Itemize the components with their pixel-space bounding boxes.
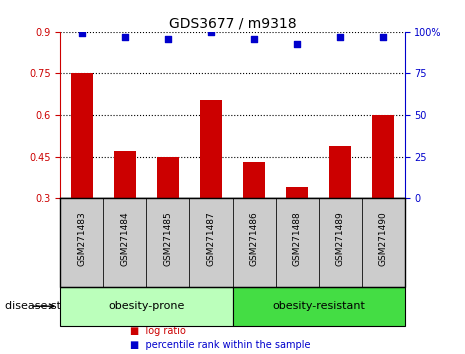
Point: [78, 30, 86, 35]
Title: GDS3677 / m9318: GDS3677 / m9318: [169, 17, 296, 31]
Bar: [114, 151, 136, 198]
Bar: [157, 156, 179, 198]
Bar: [372, 115, 394, 198]
Bar: [286, 187, 308, 198]
Bar: [243, 162, 265, 198]
Text: GSM271487: GSM271487: [206, 212, 215, 266]
Point: [164, 36, 172, 42]
Text: obesity-resistant: obesity-resistant: [272, 301, 365, 311]
Point: [250, 36, 258, 41]
Text: GSM271489: GSM271489: [336, 212, 345, 266]
Text: GSM271485: GSM271485: [164, 212, 173, 266]
Bar: [71, 74, 93, 198]
Text: GSM271483: GSM271483: [78, 212, 86, 266]
Text: ■  percentile rank within the sample: ■ percentile rank within the sample: [130, 341, 311, 350]
Bar: [200, 100, 222, 198]
Text: disease state: disease state: [5, 301, 79, 311]
Text: GSM271488: GSM271488: [292, 212, 301, 266]
Point: [207, 29, 215, 35]
Text: GSM271486: GSM271486: [250, 212, 259, 266]
Text: GSM271490: GSM271490: [379, 212, 387, 266]
Text: ■  log ratio: ■ log ratio: [130, 326, 186, 336]
Text: GSM271484: GSM271484: [120, 212, 129, 266]
Point: [121, 34, 129, 40]
Text: obesity-prone: obesity-prone: [108, 301, 185, 311]
Point: [379, 34, 387, 40]
Bar: [329, 145, 351, 198]
Point: [293, 41, 301, 46]
Point: [336, 34, 344, 40]
